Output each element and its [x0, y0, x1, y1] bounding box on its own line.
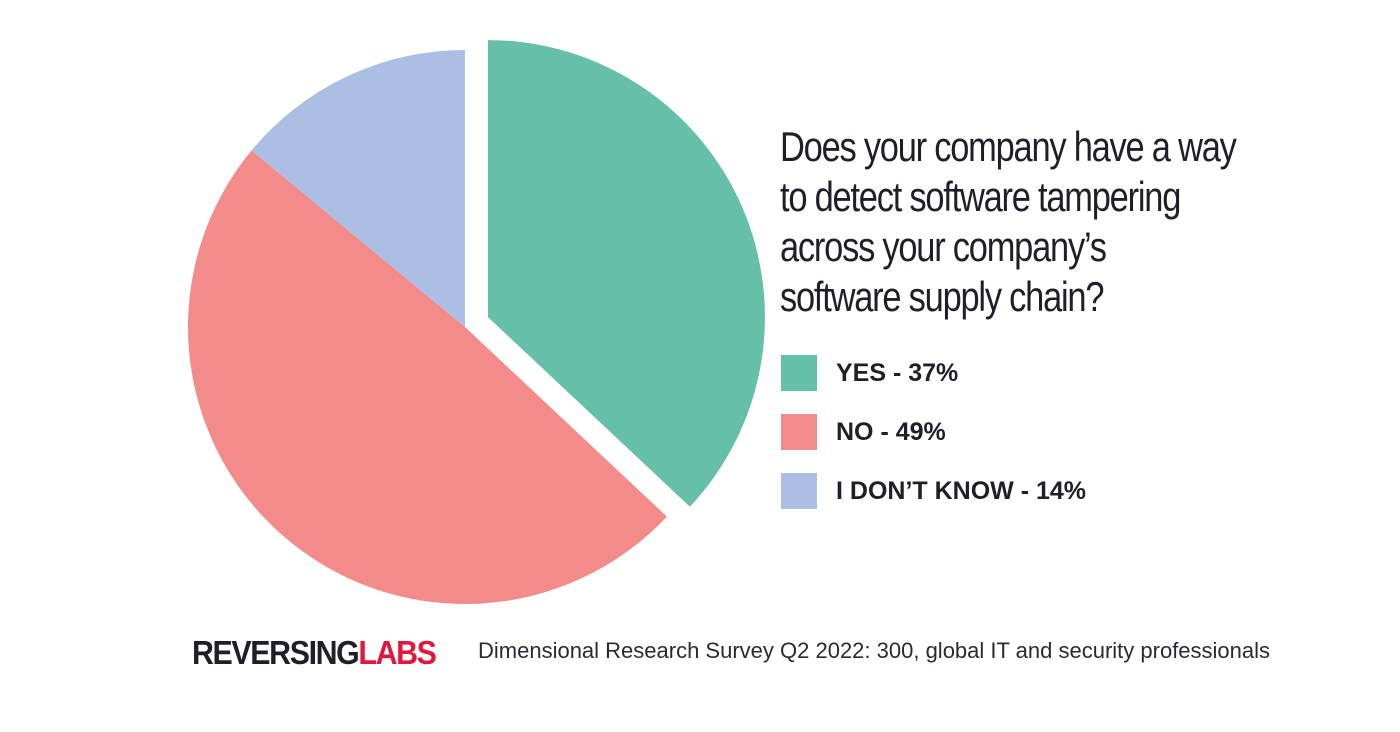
legend-label-dont-know: I DON’T KNOW - 14%	[836, 476, 1087, 505]
source-note: Dimensional Research Survey Q2 2022: 300…	[478, 638, 1271, 663]
legend-item-no: NO - 49%	[781, 413, 1086, 451]
chart-title-line: Does your company have a way	[780, 123, 1237, 170]
pie-slice-yes	[487, 40, 765, 507]
legend-swatch-yes	[781, 355, 817, 391]
legend-item-dont-know: I DON’T KNOW - 14%	[781, 472, 1086, 510]
logo-text-labs: LABS	[358, 634, 437, 671]
legend: YES - 37% NO - 49% I DON’T KNOW - 14%	[781, 354, 1086, 531]
legend-label-no: NO - 49%	[836, 417, 946, 446]
pie-slice-dont-know	[251, 50, 465, 327]
reversinglabs-logo: REVERSINGLABS	[192, 634, 437, 672]
pie-slice-no	[187, 150, 667, 605]
logo-text-reversing: REVERSING	[192, 634, 360, 671]
chart-title-line: software supply chain?	[780, 273, 1105, 320]
legend-swatch-dont-know	[781, 473, 817, 509]
chart-title-line: to detect software tampering	[780, 173, 1181, 220]
chart-title-line: across your company’s	[780, 223, 1107, 270]
chart-title: Does your company have a way to detect s…	[780, 122, 1237, 322]
footer: REVERSINGLABS Dimensional Research Surve…	[192, 634, 1270, 672]
legend-label-yes: YES - 37%	[836, 358, 959, 387]
legend-item-yes: YES - 37%	[781, 354, 1086, 392]
legend-swatch-no	[781, 414, 817, 450]
